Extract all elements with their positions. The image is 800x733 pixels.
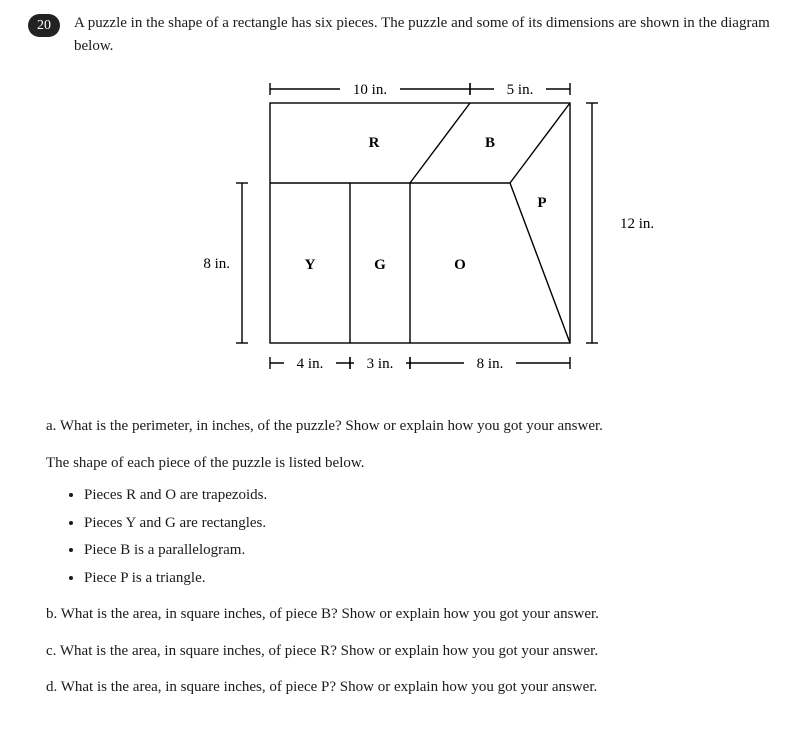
part-b: b. What is the area, in square inches, o… (46, 603, 772, 626)
part-a: a. What is the perimeter, in inches, of … (46, 415, 772, 438)
svg-text:O: O (454, 257, 466, 273)
svg-text:R: R (369, 135, 380, 151)
svg-text:P: P (537, 195, 546, 211)
bullet-Y-G: Pieces Y and G are rectangles. (84, 512, 772, 535)
svg-text:12 in.: 12 in. (620, 216, 654, 232)
bullet-P: Piece P is a triangle. (84, 567, 772, 590)
svg-text:8 in.: 8 in. (203, 256, 230, 272)
bullet-B: Piece B is a parallelogram. (84, 539, 772, 562)
shapes-list: Pieces R and O are trapezoids. Pieces Y … (84, 484, 772, 589)
shapes-intro: The shape of each piece of the puzzle is… (46, 452, 772, 475)
svg-text:B: B (485, 135, 495, 151)
question-number: 20 (28, 14, 60, 37)
svg-text:G: G (374, 257, 386, 273)
svg-text:3 in.: 3 in. (367, 356, 394, 372)
svg-text:8 in.: 8 in. (477, 356, 504, 372)
svg-text:Y: Y (305, 257, 316, 273)
svg-text:4 in.: 4 in. (297, 356, 324, 372)
svg-text:5 in.: 5 in. (507, 82, 534, 98)
svg-text:10 in.: 10 in. (353, 82, 387, 98)
puzzle-diagram: R B P Y G O 10 in. 5 in. 4 in. 3 in. 8 in. 12 in. 8 … (140, 67, 660, 397)
bullet-R-O: Pieces R and O are trapezoids. (84, 484, 772, 507)
part-d: d. What is the area, in square inches, o… (46, 676, 772, 699)
question-prompt: A puzzle in the shape of a rectangle has… (74, 12, 772, 57)
part-c: c. What is the area, in square inches, o… (46, 640, 772, 663)
